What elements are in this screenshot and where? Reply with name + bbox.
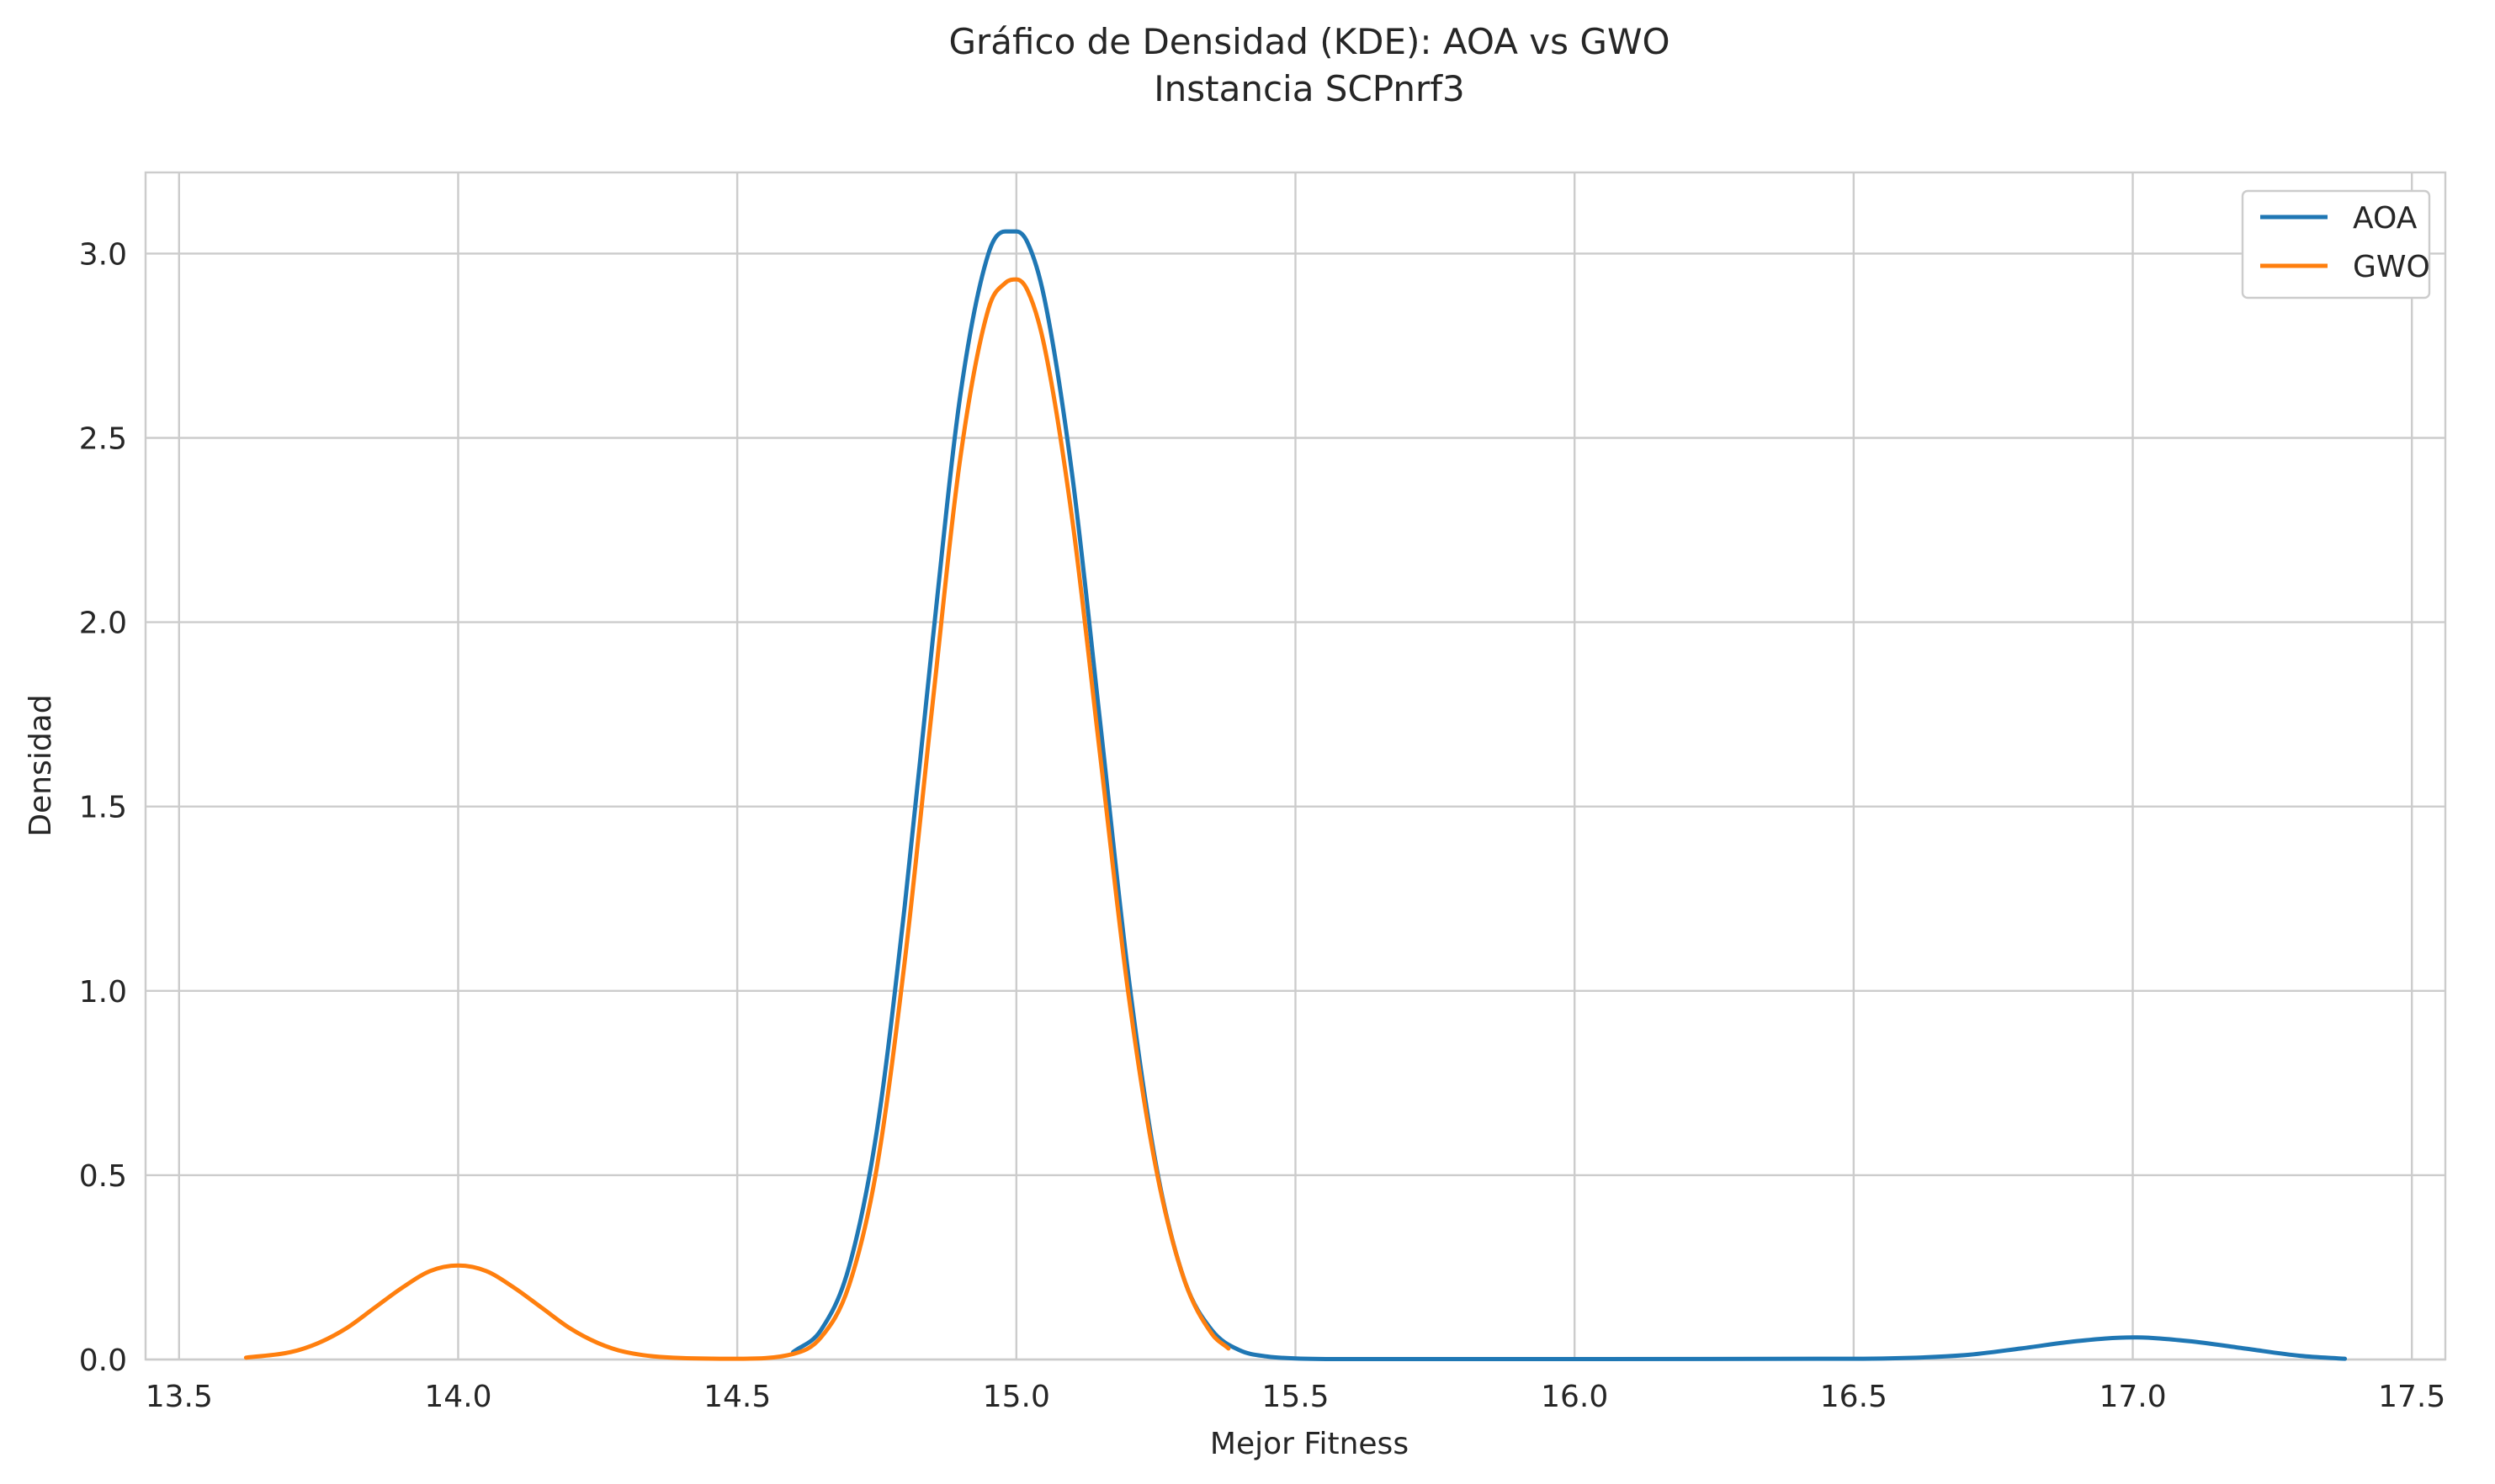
y-tick-label: 1.5 (79, 791, 127, 825)
series-layer (243, 229, 2348, 1362)
x-tick-label: 16.0 (1541, 1380, 1608, 1414)
x-tick-label: 14.0 (424, 1380, 491, 1414)
y-tick-labels: 0.0 0.5 1.0 1.5 2.0 2.5 3.0 (79, 237, 127, 1378)
y-tick-label: 3.0 (79, 237, 127, 272)
legend: AOA GWO (2241, 189, 2431, 299)
y-tick-label: 0.0 (79, 1344, 127, 1378)
chart-subtitle: Instancia SCPnrf3 (1154, 68, 1465, 109)
kde-line-gwo (243, 277, 1231, 1361)
x-tick-label: 14.5 (703, 1380, 771, 1414)
y-tick-label: 0.5 (79, 1159, 127, 1194)
x-tick-label: 17.5 (2378, 1380, 2445, 1414)
x-tick-label: 15.0 (983, 1380, 1050, 1414)
y-tick-label: 2.5 (79, 422, 127, 457)
y-tick-label: 2.0 (79, 607, 127, 641)
kde-line-aoa (790, 229, 2348, 1362)
x-tick-label: 13.5 (146, 1380, 213, 1414)
y-axis-label: Densidad (24, 694, 58, 836)
x-tick-label: 15.5 (1261, 1380, 1329, 1414)
legend-label-aoa: AOA (2353, 201, 2418, 236)
x-tick-label: 17.0 (2099, 1380, 2166, 1414)
chart-title: Gráfico de Densidad (KDE): AOA vs GWO (948, 21, 1670, 62)
x-tick-labels: 13.5 14.0 14.5 15.0 15.5 16.0 16.5 17.0 17.5 (146, 1380, 2446, 1414)
x-tick-label: 16.5 (1820, 1380, 1887, 1414)
x-axis-label: Mejor Fitness (1210, 1427, 1409, 1461)
legend-label-gwo: GWO (2353, 250, 2430, 284)
y-tick-label: 1.0 (79, 975, 127, 1010)
